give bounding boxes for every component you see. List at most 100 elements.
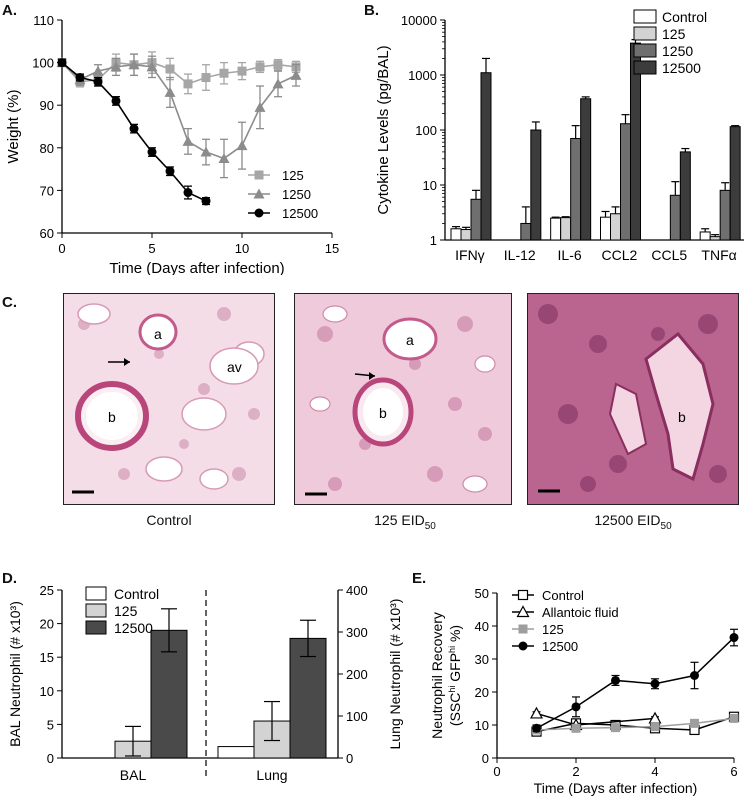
data-point (57, 58, 67, 68)
data-point (611, 723, 620, 733)
y-tick-label: 50 (475, 586, 489, 601)
bar (450, 228, 462, 241)
legend-label: 12500 (114, 620, 153, 636)
data-point (650, 722, 660, 732)
data-point (254, 101, 266, 112)
legend-label: 125 (662, 26, 686, 42)
bar (480, 72, 492, 241)
series-12500 (57, 58, 211, 206)
legend-marker (253, 188, 265, 199)
bar (550, 217, 562, 241)
x-tick-label: 2 (572, 764, 579, 779)
bar (600, 216, 611, 241)
data-point (529, 706, 544, 719)
y-tick-label: 60 (40, 226, 54, 241)
label-bronchiole: b (108, 409, 116, 425)
legend-marker (518, 641, 528, 651)
y-tick-label: 15 (40, 650, 54, 665)
data-point (92, 65, 104, 76)
label-bronchiole: b (678, 409, 686, 425)
x-axis-title: Time (Days after infection) (534, 780, 698, 796)
label-airway: a (154, 326, 162, 342)
series-1250 (56, 53, 302, 179)
label-alveoli: av (227, 359, 242, 375)
neutrophil-recovery-chart: 0 10 20 30 40 50 0 2 4 6 Time (Days after infectio… (429, 586, 740, 796)
legend-label: 12500 (542, 639, 578, 654)
legend-label: 125 (114, 603, 138, 619)
data-point (201, 73, 211, 83)
panel-label-c: C. (2, 294, 17, 311)
legend-marker (254, 170, 264, 180)
series-line (536, 637, 735, 729)
y-tick-label: 40 (475, 619, 489, 634)
data-point (729, 633, 739, 643)
data-point (165, 166, 175, 176)
y-axis-title-right: Lung Neutrophil (# x10³) (387, 599, 403, 750)
bar (610, 213, 621, 241)
y-tick-label: 1000 (408, 68, 437, 83)
y-tick-label: 25 (40, 583, 54, 598)
bar (669, 194, 681, 241)
x-tick-label: 15 (325, 241, 339, 256)
tissue-125-image: a b (295, 294, 510, 503)
y-tick-label: 0 (47, 751, 54, 766)
y-tick-label: 1 (430, 233, 437, 248)
neutrophil-bar-chart: 0 5 10 15 20 25 0 100 200 300 400 BAL Neutrophil (#… (7, 583, 403, 783)
x-tick-label: 10 (235, 241, 249, 256)
bar (719, 189, 731, 241)
legend-label: 12500 (282, 206, 318, 221)
legend-swatch (633, 9, 657, 24)
data-point (218, 152, 230, 163)
weight-chart: 60 70 80 90 100 110 0 5 10 15 Weight (%) Time (Days… (5, 13, 339, 275)
data-point (129, 124, 139, 134)
tissue-12500-image: b (528, 294, 737, 503)
label-bronchiole: b (379, 405, 387, 421)
x-tick-label: 0 (58, 241, 65, 256)
data-point (690, 671, 699, 680)
micrograph-control: a av b (63, 293, 275, 505)
y-tick-label: 10 (475, 718, 489, 733)
legend-swatch (85, 620, 107, 635)
x-tick-label: CCL2 (602, 247, 638, 263)
data-point (183, 188, 193, 198)
data-point (146, 61, 158, 72)
y-tick-label: 20 (475, 685, 489, 700)
x-tick-label: CCL5 (651, 247, 687, 263)
legend-marker (518, 624, 528, 634)
data-point (236, 140, 248, 151)
legend-swatch (85, 586, 107, 601)
legend-swatch (633, 60, 657, 75)
legend-marker (254, 208, 264, 218)
caption-12500: 12500 EID50 (594, 512, 672, 532)
x-tick-label: BAL (120, 767, 147, 783)
x-tick-label: TNFα (701, 247, 736, 263)
bar (729, 126, 741, 241)
data-point (111, 96, 121, 106)
y-axis-title-line1: Neutrophil Recovery (429, 612, 445, 739)
data-point (75, 73, 85, 83)
tissue-control-image: a av b (64, 294, 273, 503)
data-point (219, 68, 229, 78)
legend-marker (516, 605, 530, 618)
y-axis-title: Weight (%) (5, 90, 22, 164)
legend-label: 125 (282, 168, 304, 183)
series-Control (531, 711, 740, 737)
x-axis-title: Time (Days after infection) (109, 260, 284, 275)
label-airway: a (406, 332, 414, 348)
bar (470, 198, 482, 241)
y-tick-label: 10000 (401, 13, 437, 28)
panel-label-e: E. (412, 570, 427, 587)
legend-label: 12500 (662, 60, 701, 76)
data-point (571, 723, 581, 733)
series-line (536, 717, 735, 731)
bar (580, 98, 592, 241)
panel-label-b: B. (364, 2, 379, 19)
y-tick-label: 80 (40, 141, 54, 156)
caption-125: 125 EID50 (374, 512, 436, 532)
data-point (611, 675, 620, 685)
bar (620, 123, 631, 241)
data-point (532, 723, 541, 733)
x-tick-label: 6 (730, 764, 737, 779)
x-tick-label: 4 (651, 764, 658, 779)
data-point (147, 147, 157, 157)
